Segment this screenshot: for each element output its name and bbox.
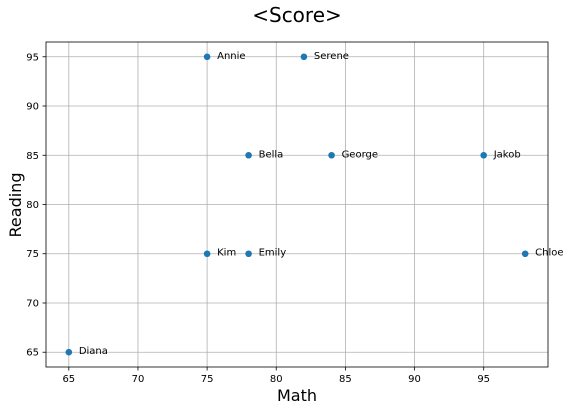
scatter-point [480, 151, 487, 159]
scatter-point [245, 151, 252, 159]
scatter-point [521, 250, 529, 258]
grid-layer [46, 42, 548, 367]
x-tick-label: 70 [132, 374, 145, 385]
x-tick-label: 95 [477, 374, 490, 385]
ticks-layer: 65 70 75 80 85 90 95 65 70 75 80 85 90 95 [26, 52, 490, 385]
y-tick-label: 80 [26, 200, 39, 211]
scatter-point [328, 151, 335, 159]
y-tick-label: 75 [26, 249, 39, 260]
x-tick-label: 75 [201, 374, 214, 385]
point-label: Emily [259, 248, 287, 259]
x-tick-label: 85 [339, 374, 352, 385]
x-tick-label: 80 [270, 374, 283, 385]
point-label: Kim [217, 248, 236, 259]
point-label: Serene [314, 51, 349, 62]
y-tick-label: 95 [26, 52, 39, 63]
scatter-point [245, 250, 252, 258]
point-label: Bella [259, 149, 284, 160]
chart-title: <Score> [252, 3, 342, 27]
scatter-point [65, 348, 73, 356]
y-tick-label: 85 [26, 151, 39, 162]
point-label: Diana [79, 346, 108, 357]
point-label: George [342, 149, 378, 160]
y-axis-title: Reading [6, 173, 25, 238]
scatter-point [203, 53, 211, 61]
scatter-point [203, 250, 211, 258]
points-layer: Annie Serene Bella George Jakob Kim Emily Chloe… [65, 51, 564, 357]
y-tick-label: 70 [26, 298, 39, 309]
x-axis-title: Math [277, 386, 317, 405]
y-tick-label: 65 [26, 348, 39, 359]
point-label: Annie [217, 51, 245, 62]
x-tick-label: 90 [408, 374, 421, 385]
scatter-point [300, 53, 308, 61]
point-label: Chloe [535, 248, 563, 259]
y-tick-label: 90 [26, 102, 39, 113]
point-label: Jakob [493, 149, 521, 160]
x-tick-label: 65 [62, 374, 75, 385]
